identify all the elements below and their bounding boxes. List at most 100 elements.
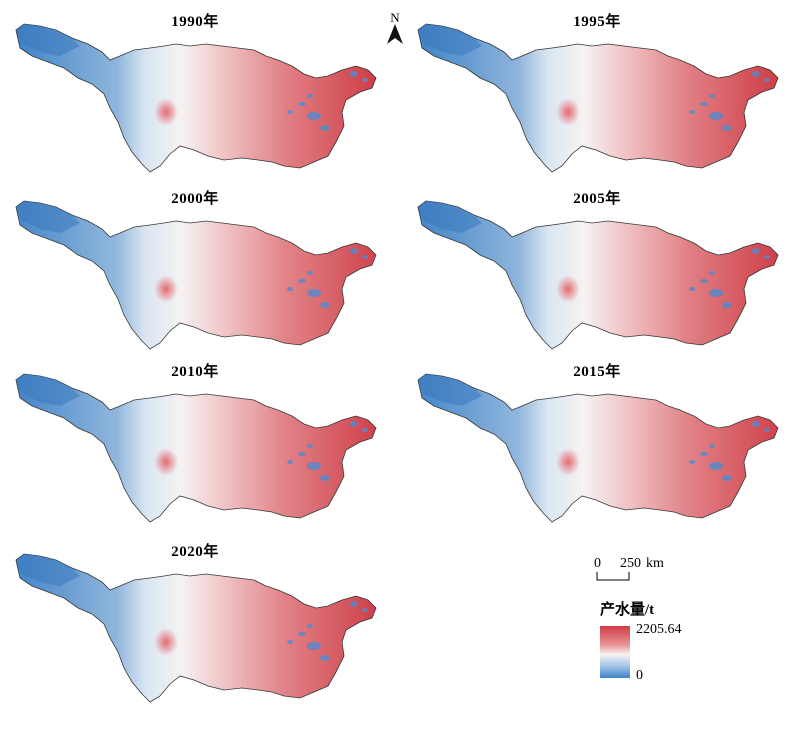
lake (298, 452, 306, 456)
lake (307, 94, 313, 98)
scale-end-label: 250 (620, 556, 641, 571)
map-panel-2010: 2010年 (10, 358, 380, 538)
scale-line (596, 572, 630, 581)
lake (350, 601, 358, 607)
basin-outline (417, 373, 779, 523)
basin-outline (417, 23, 779, 173)
scale-bar: 0 250 km (590, 556, 700, 586)
hotspot (556, 98, 580, 126)
panel-year-label: 2020年 (171, 544, 219, 560)
map-panel-1990: 1990年 (10, 8, 380, 188)
panel-year-label: 1995年 (573, 14, 621, 30)
lake (307, 642, 321, 650)
western-plateau (16, 374, 80, 406)
hotspot (154, 275, 178, 303)
basin-map (417, 373, 779, 523)
panel-year-label: 2005年 (573, 191, 621, 207)
western-plateau (16, 554, 80, 586)
basin-map (417, 23, 779, 173)
basin-outline (15, 200, 377, 350)
lake (700, 279, 708, 283)
map-panel-1995: 1995年 (412, 8, 782, 188)
legend-title: 产水量/t (600, 602, 655, 618)
lake (307, 112, 321, 120)
basin-map (417, 200, 779, 350)
basin-map (15, 200, 377, 350)
western-plateau (418, 374, 482, 406)
western-plateau (16, 24, 80, 56)
lake (298, 102, 306, 106)
lake (307, 624, 313, 628)
map-panel-2015: 2015年 (412, 358, 782, 538)
lake (709, 462, 723, 470)
lake (362, 78, 368, 82)
lake (298, 279, 306, 283)
lake (320, 475, 330, 481)
lake (722, 475, 732, 481)
lake (689, 287, 695, 291)
map-panel-2020: 2020年 (10, 538, 380, 718)
basin-outline (417, 200, 779, 350)
lake (752, 421, 760, 427)
panel-year-label: 2000年 (171, 191, 219, 207)
panel-year-label: 2010年 (171, 364, 219, 380)
lake (287, 287, 293, 291)
basin-map (15, 23, 377, 173)
lake (764, 78, 770, 82)
panel-year-label: 1990年 (171, 14, 219, 30)
lake (287, 460, 293, 464)
western-plateau (418, 201, 482, 233)
western-plateau (16, 201, 80, 233)
lake (350, 71, 358, 77)
lake (752, 71, 760, 77)
lake (287, 110, 293, 114)
lake (320, 302, 330, 308)
lake (700, 452, 708, 456)
lake (752, 248, 760, 254)
lake (307, 462, 321, 470)
legend-max-label: 2205.64 (636, 622, 682, 637)
lake (307, 271, 313, 275)
lake (764, 255, 770, 259)
panel-year-label: 2015年 (573, 364, 621, 380)
lake (689, 110, 695, 114)
lake (307, 444, 313, 448)
lake (709, 444, 715, 448)
lake (689, 460, 695, 464)
lake (362, 428, 368, 432)
lake (722, 125, 732, 131)
lake (362, 608, 368, 612)
basin-map (15, 373, 377, 523)
north-arrow-icon (387, 24, 403, 44)
lake (362, 255, 368, 259)
lake (287, 640, 293, 644)
lake (700, 102, 708, 106)
legend-color-ramp (600, 626, 630, 678)
scale-unit-label: km (646, 556, 664, 571)
lake (350, 421, 358, 427)
western-plateau (418, 24, 482, 56)
hotspot (556, 275, 580, 303)
map-panel-2005: 2005年 (412, 185, 782, 365)
lake (764, 428, 770, 432)
lake (320, 125, 330, 131)
north-arrow: N (383, 10, 407, 46)
lake (709, 271, 715, 275)
lake (722, 302, 732, 308)
scale-start-label: 0 (594, 556, 601, 571)
basin-map (15, 553, 377, 703)
lake (298, 632, 306, 636)
basin-outline (15, 23, 377, 173)
hotspot (154, 448, 178, 476)
north-label: N (390, 10, 400, 25)
legend: 产水量/t 2205.64 0 (594, 598, 774, 688)
lake (320, 655, 330, 661)
basin-outline (15, 553, 377, 703)
legend-min-label: 0 (636, 668, 643, 683)
map-panel-2000: 2000年 (10, 185, 380, 365)
lake (709, 94, 715, 98)
lake (350, 248, 358, 254)
hotspot (154, 628, 178, 656)
lake (307, 289, 321, 297)
basin-outline (15, 373, 377, 523)
